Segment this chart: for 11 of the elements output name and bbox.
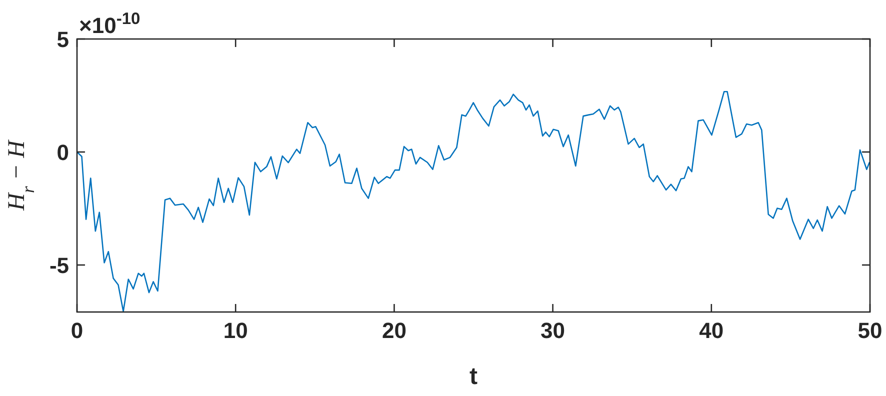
y-tick-label: 0 (56, 140, 69, 165)
x-tick-label: 20 (382, 318, 406, 343)
x-tick-label: 40 (699, 318, 724, 343)
x-axis-title: t (470, 363, 478, 390)
x-tick-label: 50 (858, 318, 882, 343)
x-tick-label: 30 (540, 318, 566, 343)
y-tick-label: -5 (49, 252, 69, 278)
line-series (77, 91, 870, 312)
x-tick-label: 10 (223, 318, 248, 343)
text: ×10$^{-10}$ (79, 10, 140, 38)
y-tick-label: 5 (56, 27, 69, 52)
